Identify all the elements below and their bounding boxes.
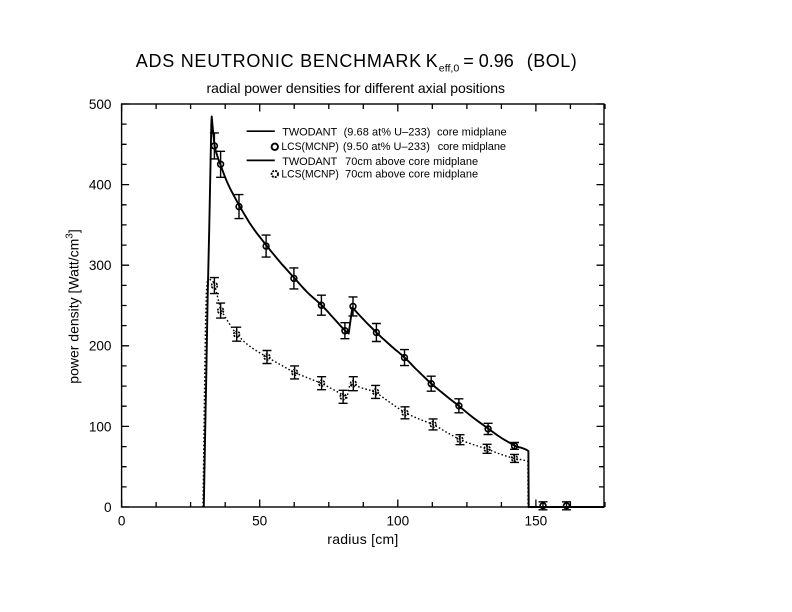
svg-text:= 0.96: = 0.96 [463, 51, 514, 71]
svg-text:LCS(MCNP): LCS(MCNP) [281, 169, 339, 181]
svg-text:power density [Watt/cm3]: power density [Watt/cm3] [65, 229, 82, 383]
svg-text:TWODANT: TWODANT [282, 156, 337, 168]
svg-text:100: 100 [89, 419, 112, 434]
svg-text:70cm above core midplane: 70cm above core midplane [345, 156, 478, 168]
svg-text:0: 0 [104, 500, 112, 515]
svg-text:200: 200 [89, 339, 112, 354]
svg-text:400: 400 [89, 178, 112, 193]
svg-text:500: 500 [89, 97, 112, 112]
svg-text:50: 50 [252, 514, 268, 529]
svg-text:radius [cm]: radius [cm] [327, 531, 398, 547]
svg-text:ADS NEUTRONIC BENCHMARK: ADS NEUTRONIC BENCHMARK [136, 51, 421, 71]
svg-text:TWODANT: TWODANT [282, 127, 337, 139]
svg-text:0: 0 [118, 514, 126, 529]
svg-text:150: 150 [525, 514, 548, 529]
svg-text:(9.68 at% U–233): (9.68 at% U–233) [344, 127, 431, 139]
svg-text:core midplane: core midplane [437, 127, 507, 139]
svg-text:70cm above core midplane: 70cm above core midplane [345, 169, 478, 181]
svg-text:radial power densities for dif: radial power densities for different axi… [207, 80, 506, 96]
svg-text:K: K [426, 51, 438, 71]
svg-text:LCS(MCNP): LCS(MCNP) [281, 141, 339, 153]
svg-text:300: 300 [89, 258, 112, 273]
svg-text:100: 100 [386, 514, 409, 529]
svg-text:(9.50 at% U–233): (9.50 at% U–233) [343, 141, 430, 153]
svg-text:eff,0: eff,0 [439, 64, 460, 75]
svg-text:(BOL): (BOL) [527, 51, 577, 71]
svg-text:core midplane: core midplane [438, 141, 506, 153]
